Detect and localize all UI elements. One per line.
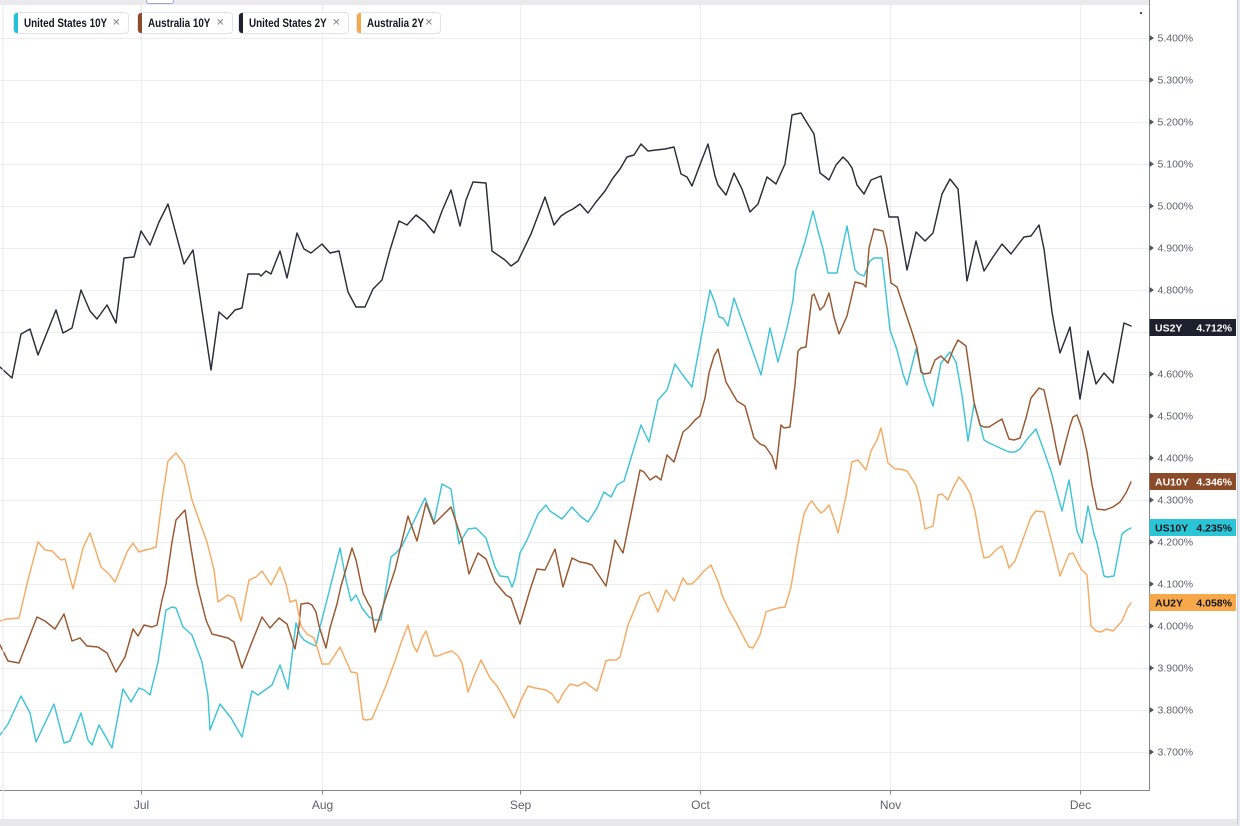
svg-text:4.200%: 4.200%: [1158, 537, 1194, 549]
svg-text:4.900%: 4.900%: [1158, 243, 1194, 255]
svg-text:Sep: Sep: [510, 798, 532, 812]
svg-text:US10Y: US10Y: [1155, 522, 1188, 534]
svg-text:5.300%: 5.300%: [1158, 75, 1194, 87]
svg-text:5.100%: 5.100%: [1158, 159, 1194, 171]
svg-text:5.000%: 5.000%: [1158, 201, 1194, 213]
svg-text:4.712%: 4.712%: [1196, 322, 1232, 334]
svg-text:AU10Y: AU10Y: [1155, 476, 1189, 488]
svg-text:Jul: Jul: [134, 798, 149, 812]
svg-text:3.900%: 3.900%: [1158, 663, 1194, 675]
svg-text:Oct: Oct: [691, 798, 710, 812]
svg-text:5.200%: 5.200%: [1158, 117, 1194, 129]
svg-text:Dec: Dec: [1070, 798, 1091, 812]
svg-text:3.700%: 3.700%: [1158, 747, 1194, 759]
svg-text:4.300%: 4.300%: [1158, 495, 1194, 507]
svg-text:US2Y: US2Y: [1155, 322, 1182, 334]
svg-text:4.235%: 4.235%: [1196, 522, 1232, 534]
svg-text:4.400%: 4.400%: [1158, 453, 1194, 465]
svg-text:4.800%: 4.800%: [1158, 285, 1194, 297]
svg-text:4.346%: 4.346%: [1196, 476, 1232, 488]
svg-text:5.400%: 5.400%: [1158, 33, 1194, 45]
svg-text:4.100%: 4.100%: [1158, 579, 1194, 591]
svg-text:Nov: Nov: [880, 798, 901, 812]
svg-text:4.600%: 4.600%: [1158, 369, 1194, 381]
svg-text:4.058%: 4.058%: [1196, 597, 1232, 609]
svg-text:AU2Y: AU2Y: [1155, 597, 1183, 609]
svg-text:3.800%: 3.800%: [1158, 705, 1194, 717]
svg-text:4.000%: 4.000%: [1158, 621, 1194, 633]
svg-text:Aug: Aug: [312, 798, 333, 812]
svg-text:4.500%: 4.500%: [1158, 411, 1194, 423]
